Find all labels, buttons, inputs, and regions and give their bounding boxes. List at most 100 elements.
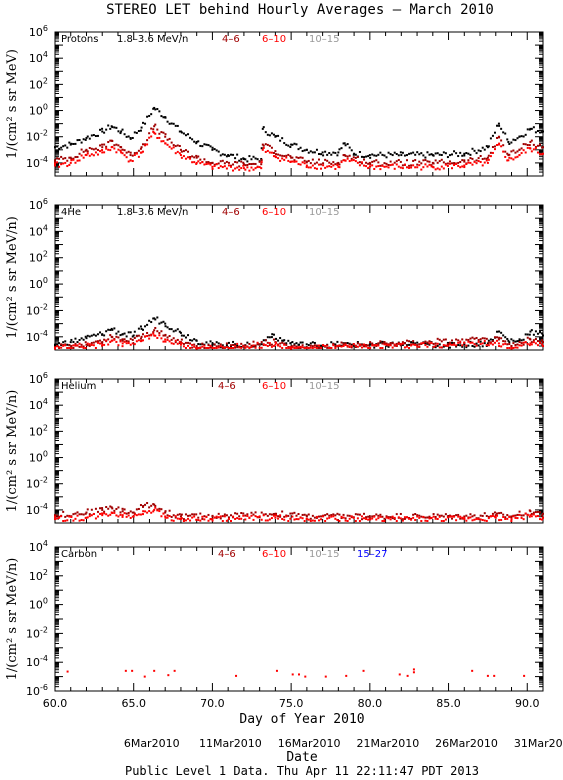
data-point xyxy=(84,347,87,349)
data-point xyxy=(140,146,143,149)
data-point xyxy=(485,157,488,160)
data-point xyxy=(182,518,185,521)
data-point xyxy=(84,149,87,152)
data-point xyxy=(309,346,312,349)
data-point xyxy=(148,132,151,135)
data-point xyxy=(64,157,67,160)
data-point xyxy=(471,519,474,522)
data-point xyxy=(440,346,443,349)
data-point xyxy=(99,144,102,147)
data-point xyxy=(477,340,480,343)
data-point xyxy=(375,159,378,162)
data-point xyxy=(326,159,329,162)
data-point xyxy=(348,160,351,163)
data-point xyxy=(193,345,196,348)
data-point xyxy=(287,144,290,147)
data-point xyxy=(70,345,73,348)
data-point xyxy=(487,341,490,344)
data-point xyxy=(199,519,202,522)
data-point xyxy=(107,338,110,341)
data-point xyxy=(444,344,447,347)
data-point xyxy=(375,154,378,157)
data-point xyxy=(244,514,247,517)
data-point xyxy=(187,341,190,344)
data-point xyxy=(68,156,71,159)
data-point xyxy=(438,153,441,156)
y-axis-label: 1/(cm² s sr MeV/n) xyxy=(5,390,20,513)
data-point xyxy=(414,166,417,169)
data-point xyxy=(514,139,517,142)
data-point xyxy=(68,344,71,347)
data-point xyxy=(172,144,175,147)
data-point xyxy=(229,347,232,349)
data-point xyxy=(105,506,108,509)
data-point xyxy=(258,515,261,518)
data-point xyxy=(442,344,445,347)
data-point xyxy=(385,342,388,345)
data-point xyxy=(121,128,124,131)
data-point xyxy=(275,514,278,517)
data-point xyxy=(453,150,456,153)
data-point xyxy=(299,163,302,166)
y-axis-label: 1/(cm² s sr MeV) xyxy=(5,49,20,159)
data-point xyxy=(60,515,63,518)
data-point xyxy=(172,519,175,522)
data-point xyxy=(514,346,517,349)
data-point xyxy=(541,332,544,335)
data-point xyxy=(426,520,429,522)
data-point xyxy=(400,154,403,157)
data-point xyxy=(457,164,460,167)
data-point xyxy=(64,515,67,518)
data-point xyxy=(82,347,85,349)
data-point xyxy=(111,339,114,342)
data-point xyxy=(156,316,159,319)
data-point xyxy=(266,336,269,339)
data-point xyxy=(121,345,124,348)
data-point xyxy=(395,344,398,347)
data-point xyxy=(90,153,93,156)
data-point xyxy=(236,512,239,515)
data-point xyxy=(481,345,484,348)
data-point xyxy=(494,516,497,519)
data-point xyxy=(109,334,112,337)
data-point xyxy=(117,344,120,347)
data-point xyxy=(232,163,235,166)
data-point xyxy=(542,341,544,344)
data-point xyxy=(432,513,435,516)
data-point xyxy=(436,342,439,345)
data-point xyxy=(137,507,140,510)
data-point xyxy=(227,161,230,164)
data-point xyxy=(254,515,257,518)
data-point xyxy=(174,329,177,332)
data-point xyxy=(332,344,335,347)
data-point xyxy=(523,674,526,677)
data-point xyxy=(156,136,159,139)
data-point xyxy=(309,344,312,347)
data-point xyxy=(483,161,486,164)
data-point xyxy=(69,156,72,159)
data-point xyxy=(383,165,386,168)
data-point xyxy=(520,342,523,345)
data-point xyxy=(234,346,237,349)
data-point xyxy=(369,165,372,168)
data-point xyxy=(260,147,263,150)
data-point xyxy=(274,343,277,346)
data-point xyxy=(313,344,316,347)
data-point xyxy=(127,514,130,517)
data-point xyxy=(399,517,402,520)
data-point xyxy=(72,158,75,161)
data-point xyxy=(507,159,510,162)
data-point xyxy=(358,161,361,164)
data-point xyxy=(187,334,190,337)
data-point xyxy=(424,156,427,159)
data-point xyxy=(268,342,271,345)
data-point xyxy=(303,520,306,522)
data-point xyxy=(72,157,75,160)
data-point xyxy=(383,162,386,165)
data-point xyxy=(393,161,396,164)
data-point xyxy=(315,148,318,151)
data-point xyxy=(129,510,132,513)
data-point xyxy=(94,151,97,154)
data-point xyxy=(180,342,183,345)
data-point xyxy=(174,145,177,148)
